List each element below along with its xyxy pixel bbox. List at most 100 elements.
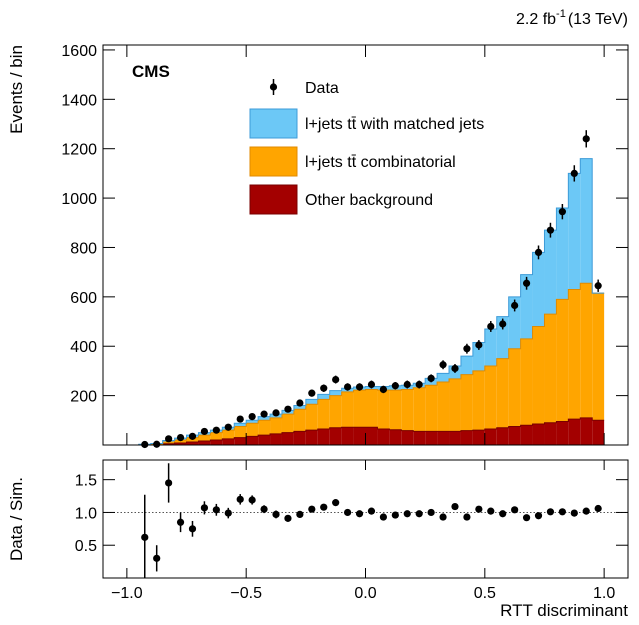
histogram-bar — [305, 399, 318, 405]
histogram-bar — [520, 274, 533, 339]
histogram-bar — [413, 387, 426, 432]
ratio-point — [367, 507, 376, 515]
histogram-bar — [496, 427, 509, 445]
histogram-bar — [496, 316, 509, 359]
histogram-bar — [293, 405, 306, 410]
histogram-bar — [556, 299, 569, 422]
ratio-point — [546, 508, 555, 516]
data-point — [320, 384, 328, 392]
y-tick-label: 1.5 — [75, 473, 97, 490]
histogram-bar — [437, 382, 450, 432]
x-tick-label: −0.5 — [230, 585, 262, 602]
ratio-point — [499, 510, 507, 518]
histogram-bar — [508, 426, 521, 445]
histogram-bar — [174, 443, 187, 445]
histogram-bar — [544, 422, 557, 445]
histogram-bar — [592, 293, 605, 421]
y-tick-label: 1200 — [61, 142, 97, 159]
data-point — [176, 433, 185, 442]
data-point — [439, 361, 447, 369]
ratio-point — [141, 533, 149, 541]
ratio-point — [344, 508, 352, 517]
histogram-bar — [508, 296, 521, 349]
data-point — [367, 380, 376, 389]
histogram-bar — [293, 409, 306, 432]
ratio-point — [248, 496, 256, 504]
ratio-point — [594, 504, 602, 513]
data-point — [332, 375, 340, 384]
data-point — [582, 135, 590, 143]
data-point — [355, 383, 364, 391]
ratio-point — [296, 510, 304, 519]
legend-swatch — [249, 108, 298, 139]
histogram-bar — [401, 430, 414, 445]
ratio-point — [188, 525, 197, 533]
data-point — [534, 248, 543, 257]
x-tick-label: 1.0 — [593, 585, 615, 602]
data-point — [165, 435, 173, 443]
histogram-bar — [484, 428, 497, 445]
histogram-bar — [484, 365, 497, 429]
histogram-bar — [377, 428, 390, 445]
ratio-point — [415, 510, 423, 518]
histogram-bar — [162, 443, 175, 445]
data-point — [511, 301, 519, 310]
x-tick-label: 0.5 — [474, 585, 496, 602]
y-tick-label: 1000 — [61, 191, 97, 208]
experiment-label: CMS — [132, 62, 170, 81]
y-tick-label: 1600 — [61, 43, 97, 60]
ratio-point — [355, 510, 364, 518]
histogram-bar — [389, 390, 402, 430]
histogram-bar — [305, 430, 318, 445]
data-point — [415, 380, 423, 389]
histogram-bar — [353, 390, 366, 428]
lumi: 2.2 fb — [516, 11, 556, 28]
ratio-point — [176, 518, 185, 526]
data-point — [391, 382, 399, 390]
ratio-point — [200, 504, 209, 512]
histogram-bar — [210, 440, 223, 445]
data-point — [403, 380, 411, 389]
histogram-bar — [520, 338, 533, 426]
data-point — [212, 426, 220, 434]
histogram-bar — [246, 420, 259, 424]
histogram-bar — [401, 389, 414, 431]
data-point — [272, 409, 280, 417]
data-point — [284, 405, 292, 413]
data-point — [427, 374, 435, 382]
plot-frame — [102, 459, 629, 579]
data-point — [153, 440, 161, 448]
data-point — [546, 226, 555, 234]
legend-marker — [269, 83, 278, 91]
ratio-point — [332, 499, 340, 507]
data-point — [236, 415, 244, 423]
histogram-bar — [437, 373, 450, 383]
data-point — [308, 389, 316, 397]
histogram-bar — [556, 421, 569, 445]
histogram-bar — [472, 430, 485, 445]
ratio-point — [379, 513, 387, 521]
x-tick-label: −1.0 — [111, 585, 143, 602]
histogram-bar — [580, 283, 593, 418]
ratio-point — [582, 507, 590, 515]
histogram-bar — [484, 328, 497, 366]
data-point — [188, 432, 197, 440]
ratio-point — [427, 508, 435, 517]
ratio-point — [308, 505, 316, 513]
ratio-point — [439, 513, 447, 521]
plot-frame — [102, 44, 629, 446]
ratio-point — [212, 506, 220, 514]
stack-outline — [126, 158, 605, 446]
ratio-point — [320, 503, 328, 511]
histogram-bar — [365, 427, 378, 445]
histogram-bar — [472, 370, 485, 431]
ratio-point — [391, 511, 399, 519]
histogram-bar — [425, 385, 438, 432]
data-point — [522, 279, 531, 287]
histogram-bar — [389, 429, 402, 445]
y-tick-label: 600 — [70, 290, 97, 307]
ratio-point — [403, 510, 411, 518]
histogram-bar — [258, 435, 271, 445]
histogram-bar — [460, 430, 473, 445]
